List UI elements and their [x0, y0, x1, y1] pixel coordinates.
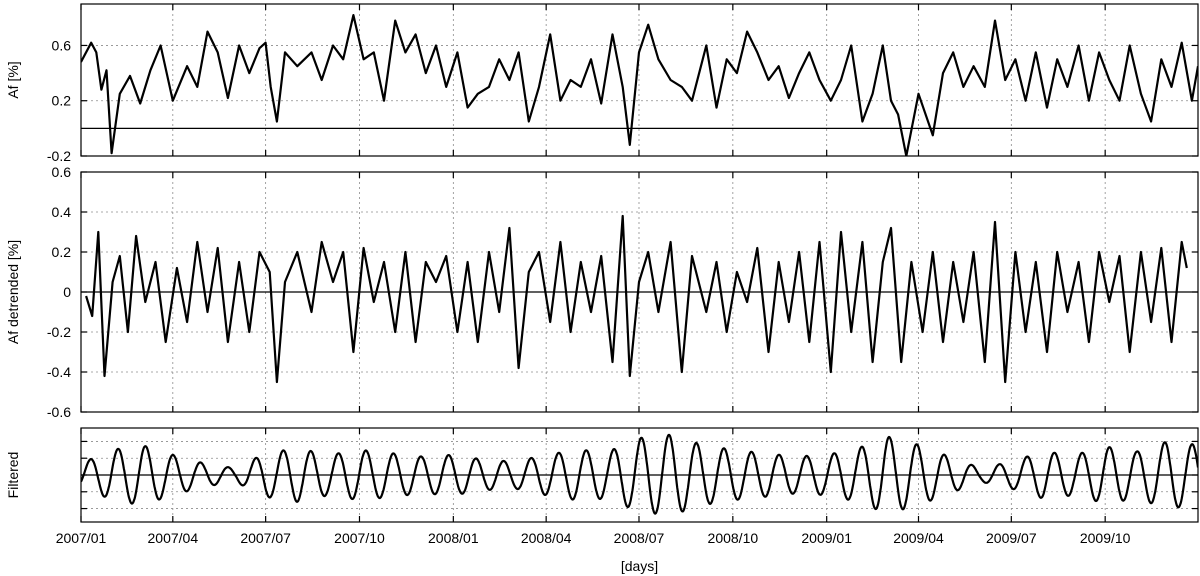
x-tick-label: 2009/10 — [1080, 530, 1131, 546]
y-axis-title: Filtered — [5, 452, 21, 499]
y-tick-label: 0.2 — [52, 244, 72, 260]
y-tick-label: -0.2 — [47, 148, 71, 164]
x-tick-label: 2008/07 — [614, 530, 665, 546]
y-tick-label: 0.6 — [52, 164, 72, 180]
y-tick-label: 0.6 — [52, 37, 72, 53]
x-tick-label: 2007/07 — [240, 530, 291, 546]
x-tick-label: 2007/04 — [148, 530, 199, 546]
series-line — [81, 14, 1198, 156]
panel-1: -0.2 0.2 0.6 Af [%] — [5, 3, 1199, 164]
x-tick-label: 2007/01 — [56, 530, 107, 546]
x-tick-label: 2009/07 — [986, 530, 1037, 546]
y-axis-title: Af detrended [%] — [5, 240, 21, 344]
x-tick-label: 2008/04 — [521, 530, 572, 546]
x-tick-label: 2009/04 — [893, 530, 944, 546]
y-tick-label: 0.4 — [52, 204, 72, 220]
series-line — [85, 214, 1188, 384]
y-tick-label: -0.2 — [47, 324, 71, 340]
x-tick-label: 2007/10 — [334, 530, 385, 546]
x-tick-label: 2008/10 — [708, 530, 759, 546]
y-tick-label: -0.4 — [47, 364, 71, 380]
x-axis-title: [days] — [621, 558, 658, 574]
panel-3: Filtered — [5, 427, 1199, 523]
series-line — [81, 433, 1198, 515]
y-axis-title: Af [%] — [5, 61, 21, 98]
y-tick-label: -0.6 — [47, 404, 71, 420]
x-tick-label: 2009/01 — [801, 530, 852, 546]
y-tick-label: 0 — [63, 284, 71, 300]
y-tick-label: 0.2 — [52, 93, 72, 109]
panel-2: -0.6 -0.4 -0.2 0 0.2 0.4 0.6 Af detrended [%] — [5, 164, 1199, 420]
x-tick-label: 2008/01 — [428, 530, 479, 546]
